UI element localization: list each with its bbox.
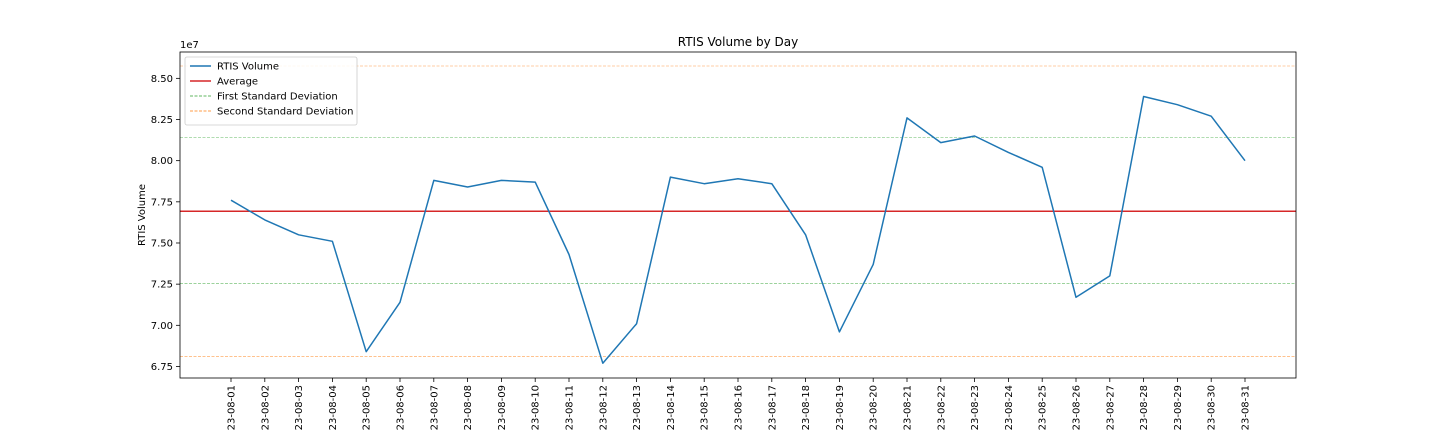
legend-label: Second Standard Deviation [217,107,353,118]
y-offset-label: 1e7 [180,40,199,51]
x-tick-label: 23-08-02 [260,385,271,430]
x-tick-label: 23-08-05 [362,385,373,430]
x-tick-label: 23-08-07 [429,385,440,430]
x-tick-label: 23-08-28 [1139,385,1150,430]
y-tick-label: 7.50 [151,238,173,249]
x-tick-label: 23-08-06 [396,385,407,430]
x-tick-label: 23-08-22 [936,385,947,430]
x-tick-label: 23-08-09 [497,385,508,430]
x-tick-label: 23-08-03 [294,385,305,430]
x-tick-label: 23-08-04 [328,385,339,430]
x-tick-label: 23-08-17 [767,385,778,430]
legend-label: RTIS Volume [217,62,279,73]
x-tick-label: 23-08-14 [666,385,677,430]
chart-title: RTIS Volume by Day [678,35,798,49]
x-tick-label: 23-08-20 [869,385,880,430]
y-axis-label: RTIS Volume [137,184,148,246]
x-tick-label: 23-08-16 [734,385,745,430]
x-tick-label: 23-08-19 [835,385,846,430]
x-tick-label: 23-08-08 [463,385,474,430]
legend: RTIS Volume Average First Standard Deviati… [185,57,357,125]
x-tick-label: 23-08-26 [1072,385,1083,430]
y-axis: 6.75 7.00 7.25 7.50 7.75 8.00 8.25 8.50 [151,74,180,373]
y-tick-label: 7.75 [151,197,173,208]
series-line [231,97,1245,364]
y-tick-label: 7.25 [151,280,173,291]
y-tick-label: 8.50 [151,74,173,85]
x-tick-label: 23-08-24 [1004,385,1015,430]
x-tick-label: 23-08-25 [1038,385,1049,430]
y-tick-label: 8.00 [151,156,173,167]
x-tick-label: 23-08-11 [565,385,576,430]
y-tick-label: 6.75 [151,362,173,373]
x-tick-label: 23-08-13 [632,385,643,430]
x-tick-label: 23-08-01 [227,385,238,430]
y-tick-label: 8.25 [151,115,173,126]
x-tick-label: 23-08-15 [700,385,711,430]
x-tick-label: 23-08-21 [903,385,914,430]
x-tick-label: 23-08-10 [531,385,542,430]
series-layer [231,96,1245,363]
legend-label: Average [217,77,258,88]
x-tick-label: 23-08-30 [1207,385,1218,430]
x-tick-label: 23-08-23 [970,385,981,430]
legend-label: First Standard Deviation [217,92,338,103]
x-tick-label: 23-08-29 [1173,385,1184,430]
y-tick-label: 7.00 [151,321,173,332]
x-tick-label: 23-08-18 [801,385,812,430]
x-axis: 23-08-01 23-08-02 23-08-03 23-08-04 23-08-05… [227,378,1252,430]
x-tick-label: 23-08-31 [1241,385,1252,430]
x-tick-label: 23-08-12 [598,385,609,430]
x-tick-label: 23-08-27 [1105,385,1116,430]
